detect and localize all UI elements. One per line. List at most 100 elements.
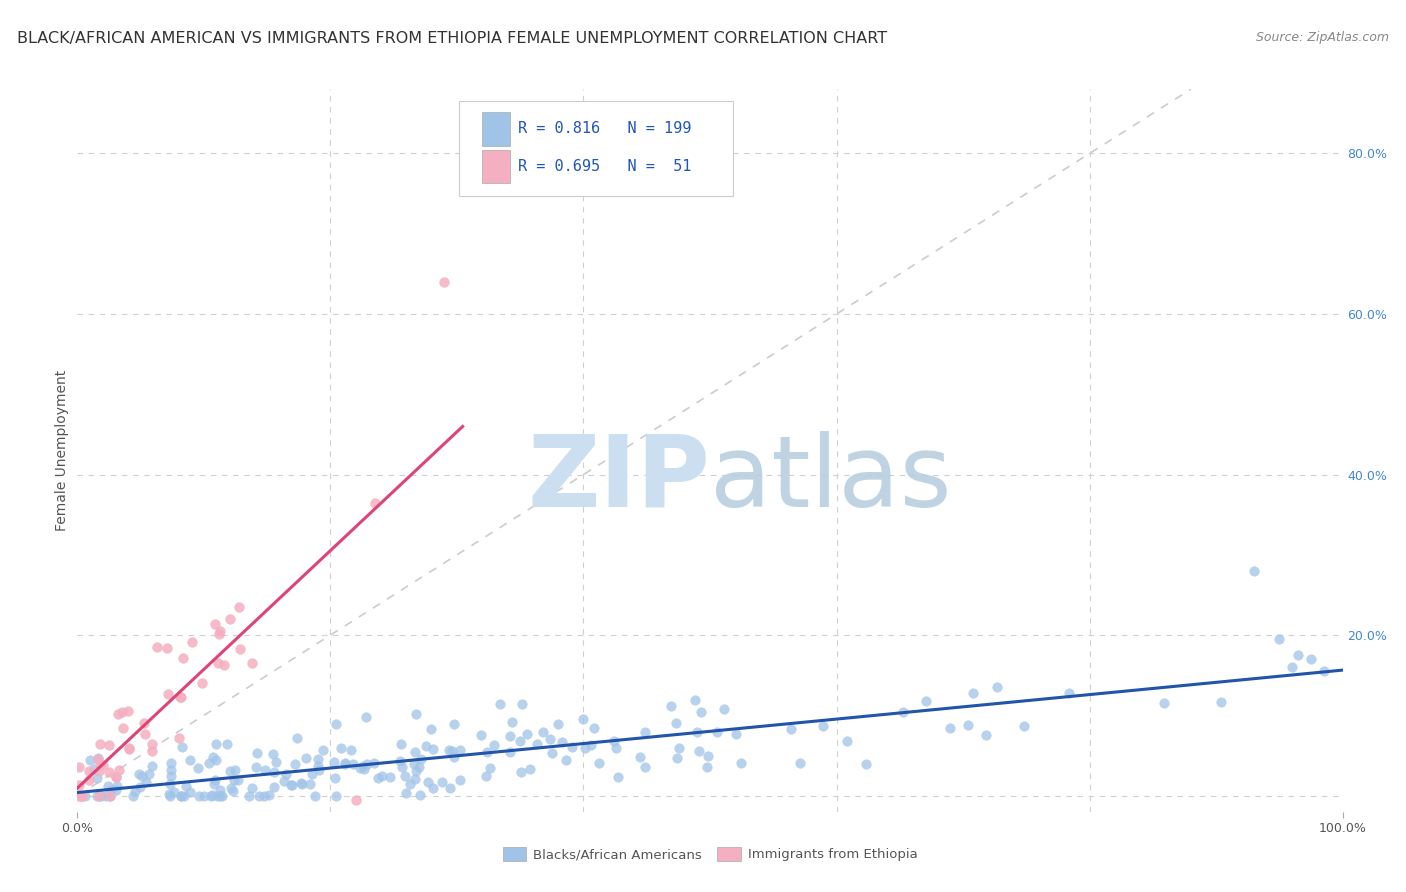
Point	[408, 760, 430, 774]
Point	[67, 788, 90, 802]
Point	[205, 789, 228, 803]
Point	[308, 763, 330, 777]
Point	[634, 725, 657, 739]
Point	[482, 738, 505, 752]
Point	[378, 770, 401, 784]
Point	[280, 777, 302, 791]
Point	[111, 721, 134, 735]
Point	[172, 650, 194, 665]
Point	[157, 788, 180, 802]
Point	[298, 777, 321, 791]
Point	[104, 783, 127, 797]
Point	[353, 762, 375, 776]
Point	[1012, 719, 1035, 733]
Point	[811, 719, 834, 733]
Point	[363, 756, 385, 770]
Point	[285, 731, 308, 745]
Bar	[482, 112, 510, 145]
Point	[169, 690, 191, 705]
Point	[204, 777, 226, 791]
Point	[391, 760, 413, 774]
Point	[422, 742, 444, 756]
Point	[205, 754, 228, 768]
Point	[780, 722, 803, 736]
Point	[307, 759, 329, 773]
Point	[163, 785, 186, 799]
Point	[238, 789, 260, 803]
Point	[367, 772, 389, 786]
Point	[395, 786, 418, 800]
Point	[284, 757, 307, 772]
Point	[837, 734, 859, 748]
Point	[696, 760, 718, 774]
Point	[98, 738, 121, 752]
Point	[160, 769, 183, 783]
Point	[340, 742, 363, 756]
Point	[430, 774, 453, 789]
Point	[128, 780, 150, 795]
Point	[405, 707, 427, 722]
Point	[179, 785, 201, 799]
Point	[957, 718, 980, 732]
Point	[117, 704, 139, 718]
Point	[1243, 564, 1265, 578]
Point	[141, 737, 163, 751]
Point	[325, 789, 347, 803]
Point	[141, 744, 163, 758]
Point	[188, 789, 211, 803]
Point	[404, 745, 426, 759]
Point	[273, 773, 295, 788]
Point	[333, 757, 356, 772]
Point	[83, 762, 105, 776]
Point	[510, 764, 533, 779]
Point	[276, 766, 298, 780]
Point	[245, 760, 267, 774]
Point	[696, 748, 718, 763]
Point	[579, 739, 602, 753]
Point	[706, 725, 728, 739]
Point	[228, 599, 250, 614]
Point	[501, 714, 523, 729]
Point	[541, 746, 564, 760]
Point	[159, 789, 181, 803]
Point	[217, 737, 239, 751]
Point	[915, 694, 938, 708]
Point	[688, 744, 710, 758]
Point	[222, 784, 245, 798]
Point	[301, 767, 323, 781]
Point	[247, 789, 270, 803]
Point	[489, 697, 512, 711]
Point	[67, 789, 90, 803]
Point	[398, 777, 420, 791]
Point	[201, 749, 224, 764]
Point	[263, 780, 285, 794]
Point	[174, 780, 197, 794]
Point	[509, 734, 531, 748]
Point	[77, 764, 100, 778]
Point	[605, 740, 627, 755]
Point	[198, 756, 221, 770]
Point	[240, 781, 263, 796]
Point	[686, 725, 709, 739]
Point	[207, 656, 229, 670]
Point	[1281, 660, 1303, 674]
Point	[156, 687, 179, 701]
Point	[547, 716, 569, 731]
Bar	[482, 150, 510, 183]
Point	[141, 758, 163, 772]
Point	[352, 758, 374, 772]
Point	[607, 771, 630, 785]
Point	[128, 767, 150, 781]
Point	[118, 740, 141, 755]
Text: Source: ZipAtlas.com: Source: ZipAtlas.com	[1256, 31, 1389, 45]
Point	[224, 763, 246, 777]
Point	[512, 697, 534, 711]
Point	[439, 780, 461, 795]
Point	[169, 690, 191, 704]
Point	[75, 789, 97, 803]
Point	[179, 753, 201, 767]
Point	[974, 728, 997, 742]
Text: R = 0.695   N =  51: R = 0.695 N = 51	[517, 159, 692, 174]
Point	[689, 705, 711, 719]
Point	[291, 777, 314, 791]
